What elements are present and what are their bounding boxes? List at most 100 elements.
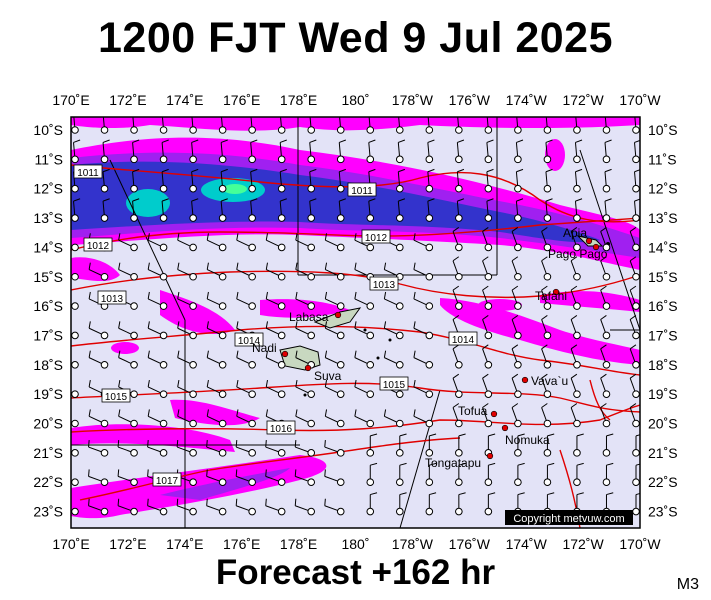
isobar-value: 1016 <box>270 424 293 435</box>
wind-barb <box>425 139 435 164</box>
wind-barb <box>482 373 493 398</box>
isobar-label: 1011 <box>73 164 103 179</box>
wind-barb <box>295 321 316 340</box>
wind-barb <box>206 440 227 457</box>
wind-barb <box>383 350 404 369</box>
wind-barb <box>265 262 286 281</box>
wind-barb <box>159 117 168 134</box>
wind-barb <box>88 350 109 369</box>
longitude-label: 174˚E <box>166 536 203 552</box>
place-name: Pago Pago <box>548 247 608 261</box>
wind-barb <box>366 117 375 134</box>
wind-barb <box>118 321 138 340</box>
wind-barb <box>236 409 256 428</box>
place-name: Suva <box>314 369 342 383</box>
wind-barb <box>425 433 437 457</box>
wind-barb <box>277 139 287 164</box>
wind-barb <box>189 117 197 134</box>
wind-barb <box>455 462 466 487</box>
wind-barb <box>88 469 109 487</box>
wind-barb <box>218 117 227 134</box>
wind-barb <box>455 433 466 457</box>
wind-barb <box>189 198 199 222</box>
wind-barb <box>88 321 109 340</box>
wind-barb <box>541 315 552 340</box>
wind-barb <box>514 433 525 457</box>
wind-barb <box>265 350 286 369</box>
wind-barb <box>295 379 316 398</box>
wind-barb <box>130 168 140 193</box>
isobar-value: 1011 <box>351 186 373 197</box>
latitude-label: 20˚S <box>33 416 63 432</box>
latitude-label: 10˚S <box>648 122 678 138</box>
rain-band-south-6 <box>170 399 260 426</box>
isobar-line <box>71 404 640 433</box>
wind-barb <box>484 117 493 134</box>
wind-barb <box>452 373 463 398</box>
wind-barb <box>484 462 496 487</box>
wind-barb <box>511 403 522 428</box>
wind-barb <box>541 344 552 369</box>
island-dot <box>303 393 307 397</box>
wind-barb <box>147 440 168 457</box>
longitude-label: 174˚W <box>506 92 548 108</box>
latitude-label: 14˚S <box>33 239 63 255</box>
wind-barb <box>395 117 404 134</box>
place-name: Tongatapu <box>425 456 481 470</box>
place-dot <box>501 424 509 432</box>
map-title: 1200 FJT Wed 9 Jul 2025 <box>97 14 614 62</box>
wind-barb <box>206 262 227 281</box>
latitude-label: 23˚S <box>648 504 678 520</box>
wind-barb <box>600 373 611 398</box>
wind-barb <box>543 117 552 134</box>
place-dot <box>486 452 494 460</box>
isobar-value: 1015 <box>383 380 406 391</box>
wind-barb <box>514 198 524 222</box>
longitude-label: 178˚W <box>392 92 434 108</box>
wind-barb <box>206 498 227 516</box>
wind-barb <box>602 462 614 487</box>
wind-barb <box>218 198 228 222</box>
place-marker: Labasa <box>289 310 342 324</box>
latitude-label: 15˚S <box>648 269 678 285</box>
wind-barb <box>383 291 404 310</box>
wind-barb <box>629 285 640 310</box>
longitude-label: 180˚ <box>341 92 369 108</box>
place-dot <box>552 288 560 296</box>
wind-barb <box>413 350 434 369</box>
wind-barb <box>88 409 109 428</box>
wind-barb <box>324 291 345 310</box>
wind-barb <box>189 139 199 164</box>
latitude-label: 13˚S <box>648 210 678 226</box>
boundary-line <box>579 149 640 331</box>
latitude-label: 10˚S <box>33 122 63 138</box>
rain-patch-sw <box>111 342 139 354</box>
copyright-text: Copyright metvuw.com <box>513 513 624 525</box>
wind-barb <box>541 403 552 428</box>
precipitation-layer <box>71 117 640 519</box>
wind-barb <box>236 262 256 281</box>
wind-barb <box>88 291 109 310</box>
wind-barb <box>206 321 227 340</box>
wind-barb <box>206 469 227 487</box>
wind-barb <box>277 198 287 222</box>
wind-barb <box>265 440 286 457</box>
longitude-label: 174˚W <box>506 536 548 552</box>
longitude-label: 176˚E <box>223 92 260 108</box>
wind-barb <box>218 139 228 164</box>
wind-barb <box>265 233 286 252</box>
wind-barb <box>602 117 611 134</box>
wind-barb <box>118 350 138 369</box>
wind-barb <box>294 469 316 487</box>
latitude-label: 11˚S <box>648 151 677 167</box>
model-label: M3 <box>676 576 699 593</box>
wind-barb <box>629 344 640 369</box>
wind-barb <box>100 198 110 222</box>
longitude-label: 178˚W <box>392 536 434 552</box>
latitude-label: 12˚S <box>648 181 678 197</box>
longitude-label: 178˚E <box>280 92 317 108</box>
wind-barb <box>324 321 345 340</box>
wind-barb <box>452 344 463 369</box>
wind-barb <box>511 285 522 310</box>
